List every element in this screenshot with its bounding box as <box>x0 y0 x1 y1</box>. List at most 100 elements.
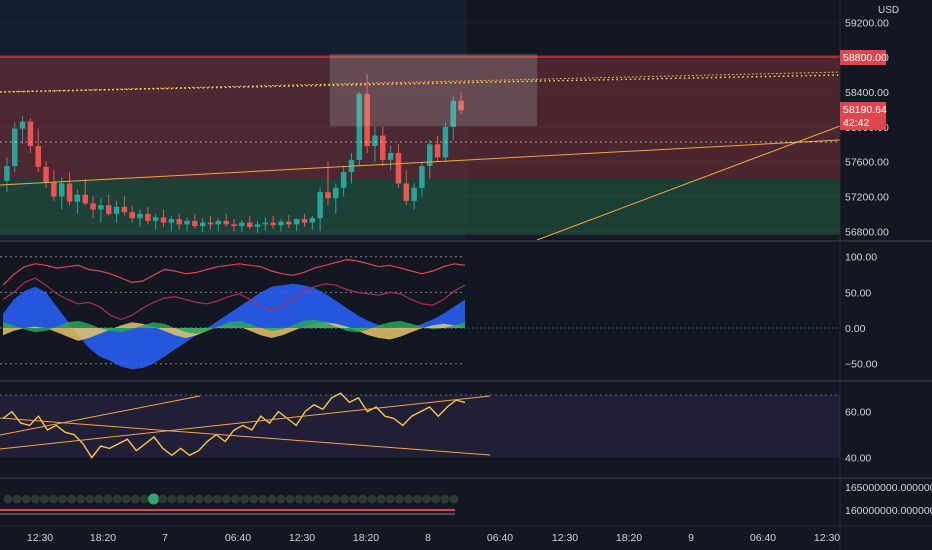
time-tick-label: 8 <box>425 532 431 544</box>
candle-body <box>19 121 26 129</box>
trend-line-dotted[interactable] <box>0 74 841 93</box>
time-tick-label: 12:30 <box>27 532 53 544</box>
volume-dot <box>394 494 404 504</box>
candle-body <box>113 206 120 214</box>
candle-body <box>66 183 73 202</box>
rsi-trend-line-rising[interactable] <box>0 395 491 450</box>
time-tick-label: 18:20 <box>616 532 642 544</box>
volume-dot <box>39 494 49 504</box>
volume-dot <box>112 494 122 504</box>
candle-body <box>74 194 81 202</box>
volume-dot <box>85 494 95 504</box>
volume-pane[interactable]: 165000000.00000000 160000000.00000000 <box>0 482 932 517</box>
candle-body <box>58 183 65 197</box>
volume-dot <box>413 494 422 504</box>
volume-dot <box>49 494 58 504</box>
candle-body <box>419 166 425 188</box>
volume-dot <box>422 494 432 504</box>
volume-dot <box>303 494 313 504</box>
volume-dot <box>322 494 331 504</box>
candle-body <box>215 220 222 225</box>
candle-body <box>98 205 104 210</box>
volume-dot <box>294 494 304 504</box>
volume-dot <box>440 494 450 504</box>
candle-body <box>168 219 175 223</box>
zone-upper-resistance <box>0 55 840 59</box>
volume-dot <box>3 494 13 504</box>
candle-body <box>90 203 96 210</box>
countdown-label: 42:42 <box>843 117 869 129</box>
volume-dot <box>431 494 441 504</box>
candle-body <box>309 218 316 223</box>
rsi-trend-line-up-left[interactable] <box>0 395 201 436</box>
candle-body <box>105 205 112 214</box>
trend-line-lower[interactable] <box>0 139 841 186</box>
volume-dot <box>30 494 40 504</box>
volume-dot <box>140 494 149 504</box>
osc-line <box>2 277 466 321</box>
price-tick-label: 59200.00 <box>845 17 889 29</box>
candles <box>4 74 464 234</box>
volume-dot <box>231 494 240 504</box>
candle-body <box>278 221 284 226</box>
candle-body <box>121 206 128 213</box>
osc-area <box>3 322 465 341</box>
volume-dot <box>385 494 395 504</box>
candle-body <box>333 187 339 199</box>
candle-body <box>12 128 18 167</box>
candle-body <box>301 219 308 223</box>
time-tick-label: 06:40 <box>487 532 513 544</box>
candle-body <box>254 224 261 227</box>
volume-dot <box>203 494 213 504</box>
volume-dot <box>121 494 131 504</box>
candle-body <box>160 217 167 223</box>
candle-body <box>450 100 456 127</box>
candle-body <box>411 187 417 201</box>
volume-dot <box>212 494 222 504</box>
candle-body <box>129 212 135 219</box>
volume-dot <box>376 494 386 504</box>
time-tick-label: 9 <box>688 532 694 544</box>
volume-dot <box>167 494 177 504</box>
volume-dot <box>331 494 341 504</box>
volume-dot <box>403 494 413 504</box>
last-price-tag <box>840 102 886 130</box>
rsi-trend-line-falling[interactable] <box>0 417 491 456</box>
volume-dot <box>340 494 350 504</box>
volume-dot <box>221 494 231 504</box>
osc-tick-label: 50.00 <box>845 287 871 299</box>
volume-dot <box>158 494 168 504</box>
price-pane[interactable] <box>0 0 841 241</box>
time-tick-label: 7 <box>162 532 168 544</box>
volume-dot <box>285 494 295 504</box>
candle-body <box>207 222 214 225</box>
volume-axis-label-bottom: 160000000.00000000 <box>845 505 932 517</box>
candle-body <box>51 182 57 197</box>
candle-body <box>43 166 49 183</box>
candle-body <box>286 221 292 225</box>
volume-dot <box>249 494 259 504</box>
osc-tick-label: −50.00 <box>845 359 878 371</box>
volume-dot <box>176 494 186 504</box>
candle-body <box>325 192 331 199</box>
trend-line-rising[interactable] <box>536 125 841 241</box>
candle-body <box>317 192 323 219</box>
volume-dot <box>58 494 68 504</box>
price-tick-label: 58400.00 <box>845 87 889 99</box>
volume-dot <box>240 494 250 504</box>
volume-dot <box>194 494 204 504</box>
rsi-pane[interactable] <box>0 392 840 459</box>
oscillator-pane[interactable] <box>0 256 840 370</box>
volume-dot <box>148 493 160 505</box>
volume-dot <box>103 494 113 504</box>
time-tick-label: 06:40 <box>225 532 251 544</box>
osc-tick-label: 100.00 <box>845 252 877 264</box>
candle-body <box>199 222 206 227</box>
candle-body <box>293 219 300 225</box>
time-axis[interactable]: 12:30 18:20 7 06:40 12:30 18:20 8 06:40 12:30 18:… <box>27 532 840 544</box>
price-tick-label: 56800.00 <box>845 226 889 238</box>
time-tick-label: 12:30 <box>289 532 315 544</box>
selection-box[interactable] <box>329 53 538 127</box>
candle-body <box>364 93 370 146</box>
